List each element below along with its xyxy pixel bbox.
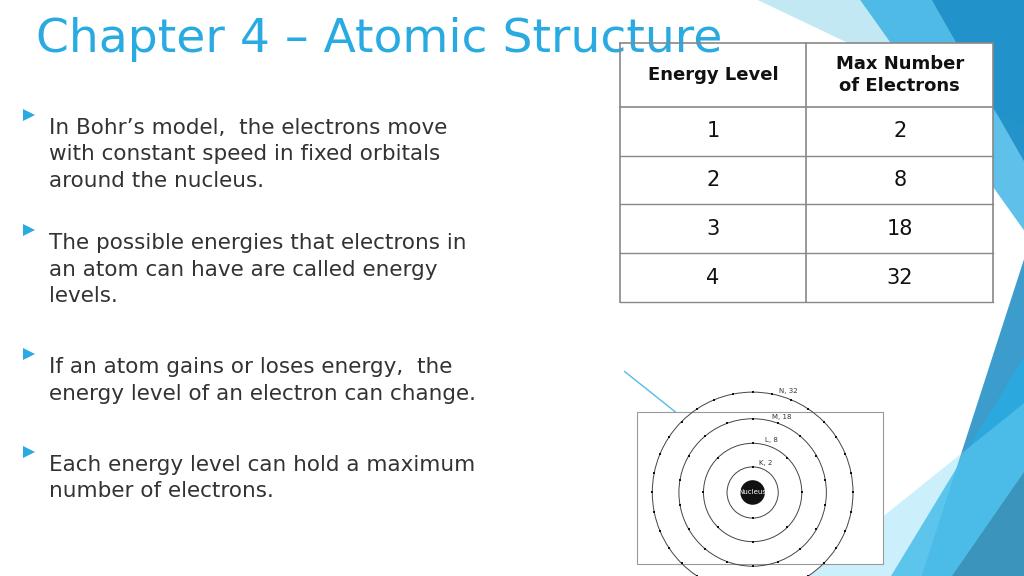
Bar bbox=[637, 412, 883, 564]
Text: 32: 32 bbox=[887, 268, 913, 288]
Text: If an atom gains or loses energy,  the
energy level of an electron can change.: If an atom gains or loses energy, the en… bbox=[49, 357, 476, 404]
Text: K, 2: K, 2 bbox=[759, 460, 773, 466]
Text: 18: 18 bbox=[887, 219, 913, 239]
Text: 8: 8 bbox=[893, 170, 906, 190]
Ellipse shape bbox=[740, 480, 765, 505]
Bar bbox=[620, 43, 993, 302]
Polygon shape bbox=[932, 0, 1024, 161]
Text: 4: 4 bbox=[707, 268, 720, 288]
Text: Max Number
of Electrons: Max Number of Electrons bbox=[836, 55, 964, 95]
Text: M, 18: M, 18 bbox=[772, 414, 792, 419]
Text: The possible energies that electrons in
an atom can have are called energy
level: The possible energies that electrons in … bbox=[49, 233, 467, 306]
Polygon shape bbox=[614, 403, 1024, 576]
Text: 2: 2 bbox=[707, 170, 720, 190]
Text: In Bohr’s model,  the electrons move
with constant speed in fixed orbitals
aroun: In Bohr’s model, the electrons move with… bbox=[49, 118, 447, 191]
Text: Energy Level: Energy Level bbox=[647, 66, 778, 84]
Polygon shape bbox=[952, 472, 1024, 576]
Text: 2: 2 bbox=[893, 121, 906, 141]
Polygon shape bbox=[758, 0, 1024, 127]
Polygon shape bbox=[768, 259, 1024, 576]
Text: Chapter 4 – Atomic Structure: Chapter 4 – Atomic Structure bbox=[36, 17, 722, 62]
Text: Each energy level can hold a maximum
number of electrons.: Each energy level can hold a maximum num… bbox=[49, 455, 475, 502]
Polygon shape bbox=[860, 0, 1024, 230]
Text: 3: 3 bbox=[707, 219, 720, 239]
Text: L, 8: L, 8 bbox=[765, 437, 778, 444]
Text: 1: 1 bbox=[707, 121, 720, 141]
Text: N, 32: N, 32 bbox=[778, 388, 798, 394]
Text: Nucleus: Nucleus bbox=[738, 490, 767, 495]
Polygon shape bbox=[891, 357, 1024, 576]
